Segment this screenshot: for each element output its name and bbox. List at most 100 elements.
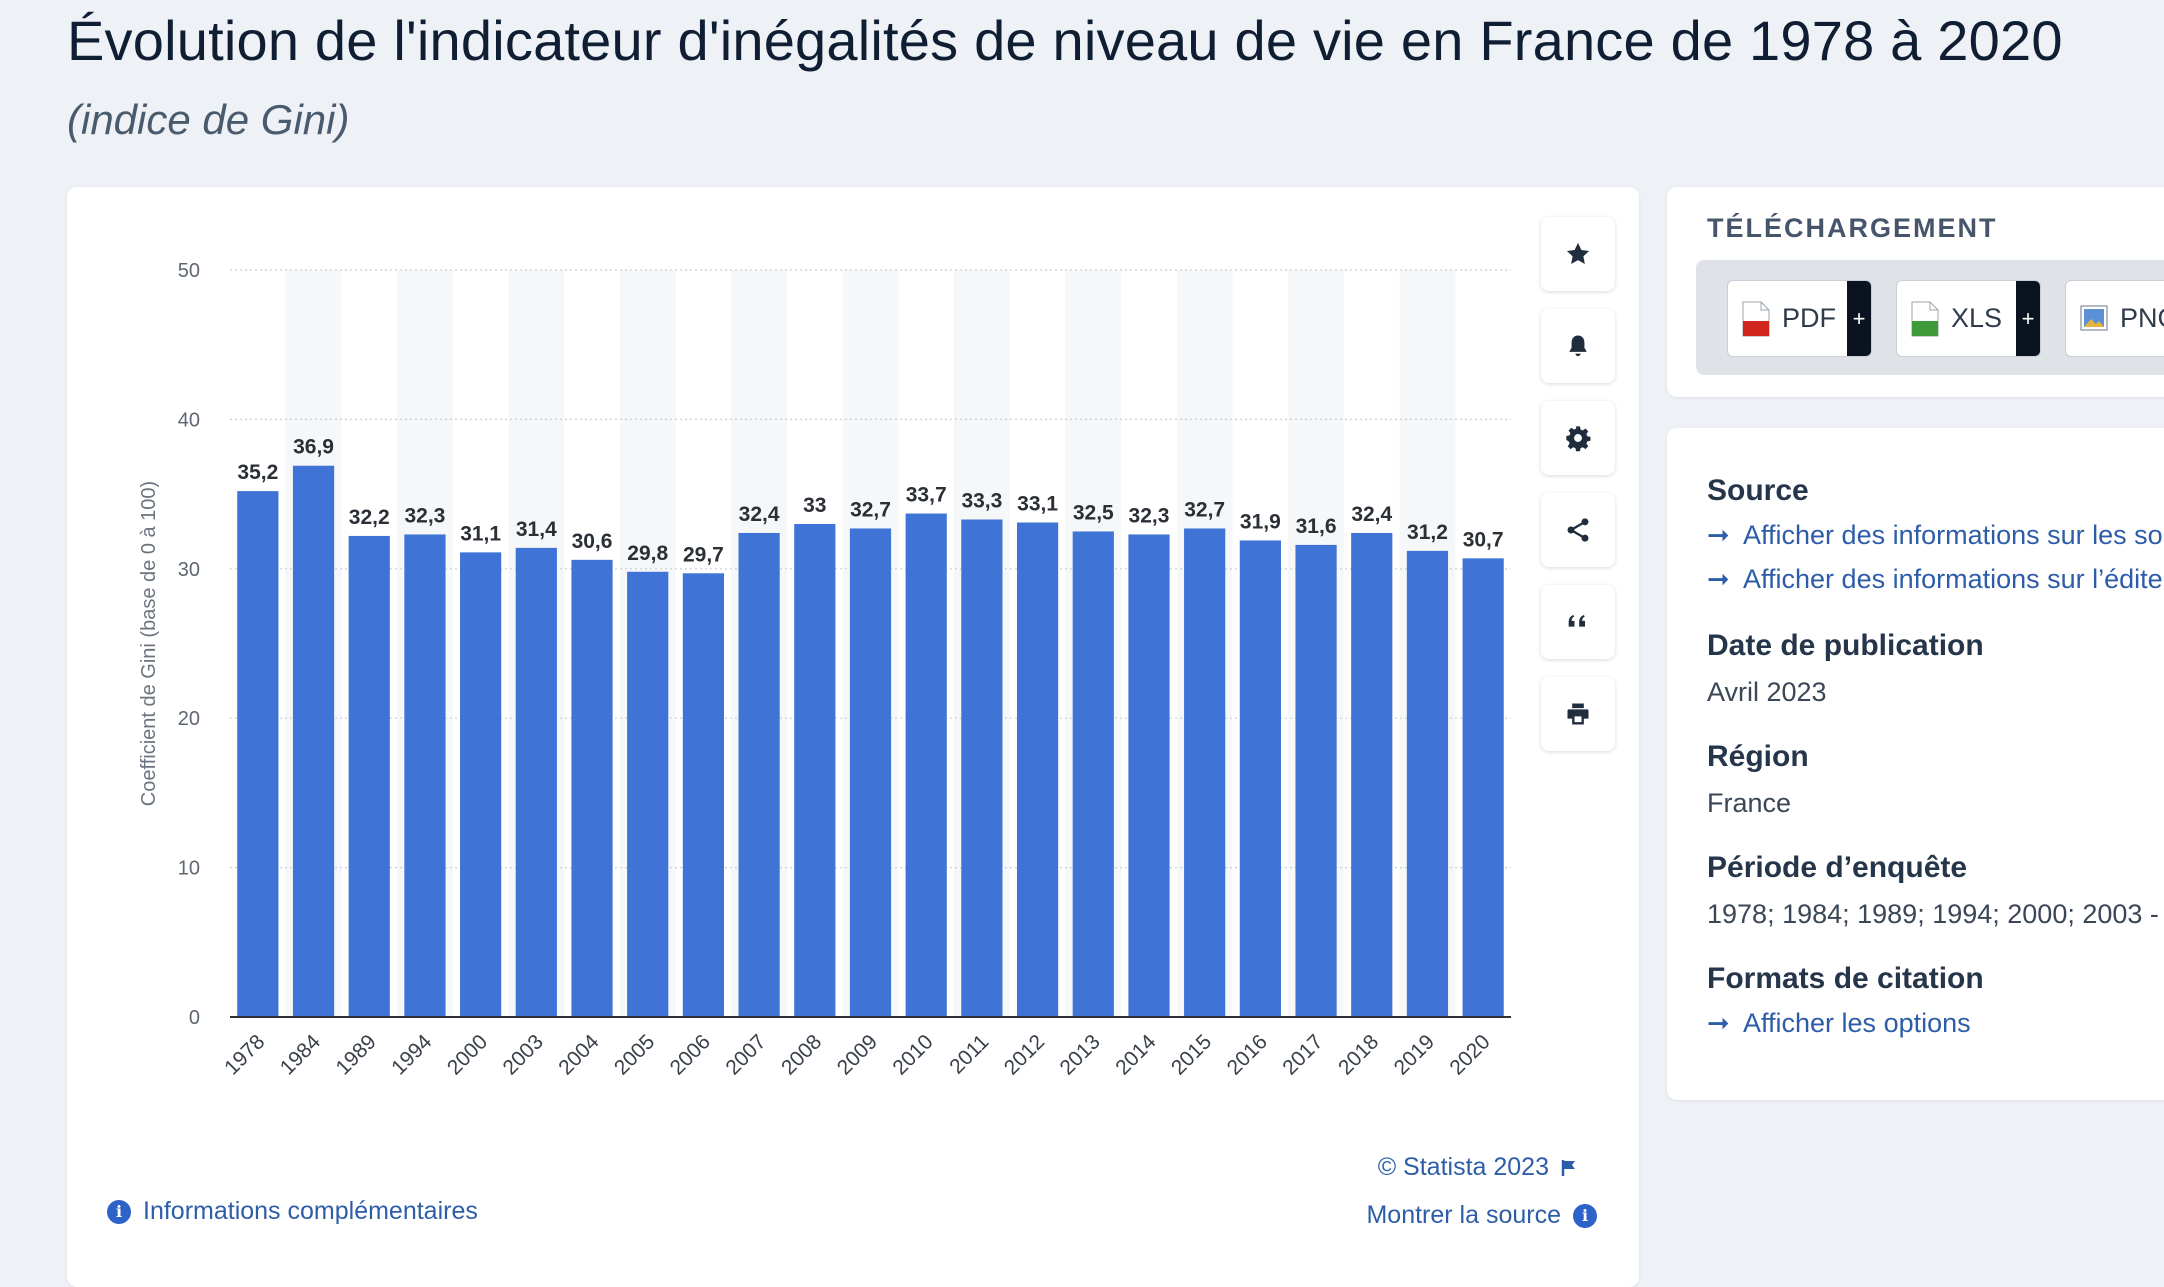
y-axis-label: Coefficient de Gini (base de 0 à 100) — [138, 481, 160, 806]
x-tick-label: 2009 — [833, 1030, 882, 1079]
share-icon — [1567, 518, 1589, 542]
x-tick-label: 2006 — [666, 1030, 715, 1079]
show-source-link[interactable]: Montrer la source i — [1366, 1201, 1597, 1230]
x-tick-label: 2003 — [499, 1030, 548, 1079]
data-label: 33 — [803, 494, 826, 517]
print-button[interactable] — [1541, 677, 1615, 751]
data-label: 32,5 — [1073, 501, 1114, 524]
x-tick-label: 2008 — [777, 1030, 826, 1079]
page-subtitle: (indice de Gini) — [67, 96, 350, 143]
bar — [1295, 544, 1337, 1017]
notification-button[interactable] — [1541, 309, 1615, 383]
chart-card: 0 10 20 30 40 50 Coefficient de Gini (base de … — [67, 187, 1639, 1287]
download-card: TÉLÉCHARGEMENT PDF + XLS + PNG — [1667, 187, 2164, 397]
bar — [1072, 531, 1114, 1017]
pdf-label: PDF — [1782, 303, 1836, 333]
download-xls-button[interactable]: XLS + — [1896, 280, 2041, 357]
xls-options-plus[interactable]: + — [2016, 281, 2040, 356]
publisher-info-link[interactable]: ➞ Afficher des informations sur l’éditeur — [1707, 564, 2164, 595]
info-icon: i — [107, 1199, 131, 1224]
data-label: 35,2 — [237, 461, 278, 484]
download-png-button[interactable]: PNG — [2065, 280, 2164, 357]
pdf-file-icon — [1742, 301, 1770, 336]
pdf-options-plus[interactable]: + — [1847, 281, 1871, 356]
x-tick-label: 1984 — [276, 1030, 326, 1080]
favorite-button[interactable] — [1541, 217, 1615, 291]
data-label: 29,8 — [627, 542, 668, 565]
x-tick-label: 2012 — [1000, 1030, 1049, 1079]
data-label: 31,9 — [1240, 510, 1281, 533]
bar — [1239, 540, 1281, 1017]
data-label: 30,7 — [1463, 528, 1504, 551]
png-label: PNG — [2120, 303, 2164, 333]
citation-options-link[interactable]: ➞ Afficher les options — [1707, 1008, 1971, 1039]
data-label: 32,3 — [404, 504, 445, 527]
more-info-link[interactable]: i Informations complémentaires — [107, 1197, 478, 1226]
source-info-link-text: Afficher des informations sur les source… — [1743, 520, 2164, 550]
x-tick-label: 2010 — [888, 1030, 937, 1079]
data-label: 31,1 — [460, 522, 501, 545]
x-tick-label: 2016 — [1223, 1030, 1272, 1079]
bar — [682, 573, 725, 1017]
quote-icon — [1568, 615, 1585, 627]
data-label: 29,7 — [683, 543, 724, 566]
data-label: 36,9 — [293, 436, 334, 459]
page-title: Évolution de l'indicateur d'inégalités d… — [67, 9, 2063, 72]
bar-chart: 0 10 20 30 40 50 Coefficient de Gini (base de … — [138, 260, 1511, 1080]
bar — [348, 535, 390, 1017]
show-source-text: Montrer la source — [1366, 1201, 1561, 1229]
settings-button[interactable] — [1541, 401, 1615, 475]
share-button[interactable] — [1541, 493, 1615, 567]
bar — [1351, 532, 1393, 1017]
data-label: 32,7 — [1184, 498, 1225, 521]
x-tick-label: 2018 — [1334, 1030, 1383, 1079]
data-label: 33,1 — [1017, 492, 1058, 515]
bar — [1462, 558, 1504, 1017]
x-tick-label: 2000 — [443, 1030, 492, 1079]
region-label: Région — [1707, 740, 1809, 773]
copyright-link[interactable]: © Statista 2023 — [1378, 1153, 1577, 1182]
y-tick-label: 40 — [178, 409, 200, 431]
data-label: 31,2 — [1407, 521, 1448, 544]
survey-period-value: 1978; 1984; 1989; 1994; 2000; 2003 - 202… — [1707, 899, 2164, 929]
bar — [961, 519, 1003, 1017]
png-file-icon — [2080, 305, 2108, 330]
bar — [237, 491, 279, 1017]
y-tick-label: 20 — [178, 708, 200, 730]
cite-button[interactable] — [1541, 585, 1615, 659]
region-value: France — [1707, 788, 1792, 818]
source-info-link[interactable]: ➞ Afficher des informations sur les sourc… — [1707, 520, 2164, 551]
bell-icon — [1569, 335, 1587, 357]
arrow-right-icon: ➞ — [1707, 1008, 1730, 1038]
bar — [849, 528, 892, 1017]
bar — [1128, 534, 1170, 1017]
x-tick-label: 2017 — [1278, 1030, 1327, 1079]
x-tick-label: 2004 — [554, 1030, 604, 1080]
y-tick-label: 50 — [178, 260, 200, 282]
more-info-text: Informations complémentaires — [143, 1197, 478, 1225]
x-tick-label: 2020 — [1445, 1030, 1494, 1079]
xls-label: XLS — [1951, 303, 2003, 333]
download-pdf-button[interactable]: PDF + — [1727, 280, 1872, 357]
publisher-info-link-text: Afficher des informations sur l’éditeur — [1743, 564, 2164, 594]
y-tick-label: 30 — [178, 559, 200, 581]
flag-icon — [1561, 1159, 1575, 1176]
survey-period-label: Période d’enquête — [1707, 851, 1968, 884]
data-label: 31,6 — [1296, 515, 1337, 538]
data-label: 32,3 — [1129, 504, 1170, 527]
x-tick-label: 2005 — [610, 1030, 659, 1079]
xls-file-icon — [1911, 301, 1939, 336]
data-label: 31,4 — [516, 518, 557, 541]
x-tick-label: 2019 — [1390, 1030, 1439, 1079]
y-tick-label: 0 — [189, 1007, 200, 1029]
download-heading: TÉLÉCHARGEMENT — [1707, 213, 1998, 243]
data-label: 33,3 — [961, 489, 1002, 512]
x-tick-label: 2015 — [1167, 1030, 1216, 1079]
data-label: 32,7 — [850, 498, 891, 521]
citation-formats-label: Formats de citation — [1707, 962, 1984, 995]
data-label: 32,2 — [349, 506, 390, 529]
bar — [1016, 522, 1059, 1017]
gear-icon — [1566, 426, 1591, 452]
x-tick-label: 2007 — [721, 1030, 770, 1079]
bar — [404, 534, 446, 1017]
